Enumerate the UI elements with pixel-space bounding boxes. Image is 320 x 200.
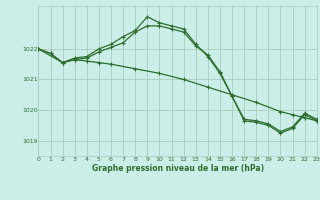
X-axis label: Graphe pression niveau de la mer (hPa): Graphe pression niveau de la mer (hPa) bbox=[92, 164, 264, 173]
